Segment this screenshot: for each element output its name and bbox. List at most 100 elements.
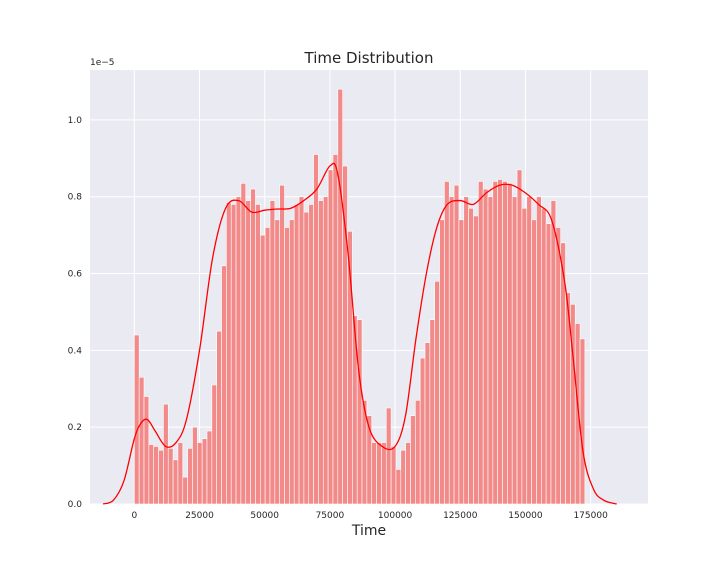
histogram-bar	[226, 202, 232, 505]
histogram-bar	[216, 330, 222, 505]
histogram-bar	[158, 449, 164, 505]
histogram-bar	[211, 384, 217, 505]
histogram-bar	[163, 403, 169, 505]
x-tick-label: 75000	[316, 511, 345, 521]
histogram-bar	[293, 204, 300, 505]
histogram-bar	[444, 181, 450, 505]
x-tick-label: 0	[131, 511, 137, 521]
x-tick-label: 125000	[443, 511, 478, 521]
y-tick-label: 1.0	[68, 116, 83, 126]
histogram-bar	[439, 219, 445, 505]
histogram-bar	[187, 448, 193, 505]
histogram-bar	[279, 184, 285, 505]
histogram-bar	[555, 227, 561, 505]
y-tick-label: 0.0	[68, 500, 83, 510]
histogram-bar	[177, 442, 184, 505]
histogram-bar	[424, 342, 431, 505]
histogram-bar	[143, 396, 150, 505]
histogram-bar	[337, 88, 343, 505]
histogram-bar	[410, 415, 416, 505]
histogram-bar	[429, 319, 436, 505]
histogram-bar	[579, 338, 586, 505]
y-tick-label: 0.6	[68, 270, 83, 280]
histogram-bar	[356, 319, 363, 505]
histogram-bar	[153, 446, 159, 505]
histogram-bar	[327, 169, 334, 505]
histogram-bar	[308, 204, 314, 505]
histogram-bar	[497, 179, 503, 505]
y-axis-ticks: 0.0 0.2 0.4 0.6 0.8 1.0	[68, 116, 83, 510]
y-tick-label: 0.8	[68, 193, 83, 203]
histogram-bar	[419, 357, 426, 505]
histogram-bars	[134, 88, 586, 505]
histogram-bar	[303, 211, 310, 505]
y-axis-scale-label: 1e−5	[90, 58, 115, 68]
histogram-bar	[221, 265, 227, 505]
chart-title: Time Distribution	[304, 49, 434, 67]
x-tick-label: 100000	[378, 511, 413, 521]
histogram-bar	[492, 181, 498, 505]
histogram-bar	[269, 200, 276, 505]
histogram-bar	[540, 207, 547, 505]
histogram-bar	[371, 442, 377, 505]
histogram-bar	[516, 169, 523, 505]
histogram-bar	[521, 207, 528, 505]
histogram-bar	[376, 442, 382, 505]
histogram-bar	[468, 207, 474, 505]
y-tick-label: 0.2	[68, 423, 82, 433]
histogram-bar	[381, 442, 387, 505]
histogram-bar	[574, 323, 581, 505]
histogram-bar	[240, 183, 247, 505]
histogram-bar	[385, 407, 392, 505]
histogram-bar	[545, 223, 552, 505]
histogram-bar	[138, 376, 145, 505]
histogram-bar	[264, 227, 271, 505]
histogram-bar	[473, 215, 479, 505]
histogram-bar	[172, 459, 179, 505]
histogram-bar	[415, 400, 421, 505]
histogram-bar	[458, 219, 465, 505]
histogram-bar	[274, 219, 280, 505]
histogram-bar	[400, 449, 406, 505]
x-tick-label: 25000	[185, 511, 214, 521]
x-tick-label: 175000	[573, 511, 608, 521]
histogram-bar	[192, 426, 198, 505]
histogram-bar	[332, 154, 339, 505]
histogram-bar	[507, 183, 513, 505]
x-tick-label: 50000	[250, 511, 279, 521]
histogram-bar	[318, 200, 324, 505]
x-axis-label: Time	[351, 523, 386, 539]
histogram-bar	[502, 181, 508, 505]
histogram-bar	[148, 444, 155, 505]
histogram-bar	[487, 196, 494, 505]
histogram-bar	[478, 181, 484, 505]
histogram-bar	[134, 334, 140, 505]
histogram-bar	[197, 442, 203, 505]
histogram-bar	[250, 188, 256, 505]
histogram-bar	[182, 476, 188, 505]
y-tick-label: 0.4	[68, 346, 83, 356]
histogram-bar	[255, 204, 261, 505]
histogram-bar	[313, 154, 319, 505]
histogram-bar	[453, 184, 460, 505]
histogram-bar	[511, 196, 518, 505]
histogram-bar	[526, 196, 532, 505]
histogram-bar	[259, 234, 266, 505]
histogram-bar	[463, 196, 469, 505]
histogram-bar	[448, 196, 455, 505]
histogram-bar	[298, 196, 305, 505]
histogram-bar	[289, 219, 295, 505]
histogram-bar	[206, 430, 213, 505]
kde-curve	[102, 162, 617, 505]
histogram-bar	[201, 438, 208, 505]
histogram-bar	[235, 196, 242, 505]
histogram-bar	[230, 204, 237, 505]
histogram-bar	[395, 469, 402, 505]
histogram-bar	[245, 200, 251, 505]
histogram-bar	[434, 280, 440, 505]
histogram-bar	[550, 200, 557, 505]
histogram-bar	[390, 446, 397, 505]
histogram-bar	[167, 448, 174, 505]
histogram-bar	[482, 188, 489, 505]
